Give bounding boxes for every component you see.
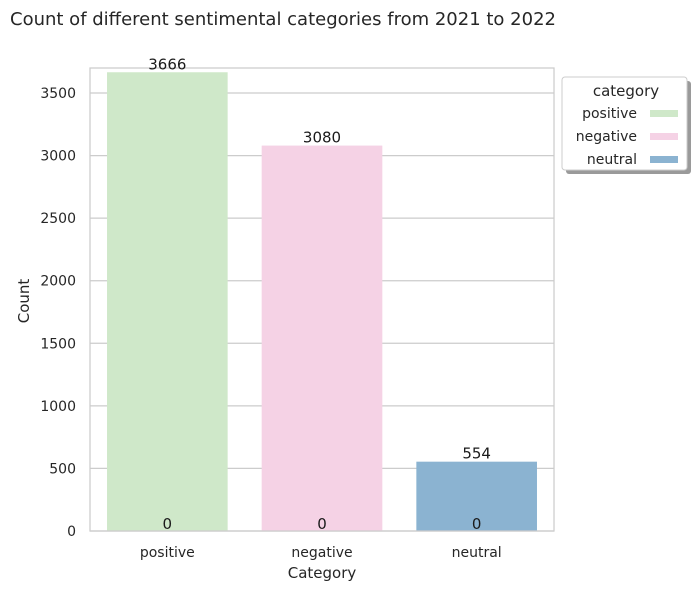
bars-layer <box>107 72 537 532</box>
bar-base-label: 0 <box>163 515 173 533</box>
legend: category positive negative neutral <box>561 76 691 174</box>
plot-frame <box>89 67 555 532</box>
data-labels-layer: 3666 0 3080 0 554 0 <box>148 55 491 533</box>
bar-base-label: 0 <box>317 515 327 533</box>
bar-negative <box>261 145 383 531</box>
legend-entry-label: negative <box>576 129 637 145</box>
legend-entry-label: neutral <box>587 152 637 168</box>
x-tick-label: positive <box>140 545 195 561</box>
y-tick-label: 2500 <box>40 211 76 227</box>
y-tick-label: 1500 <box>40 336 76 352</box>
bar-value-label: 3666 <box>148 55 186 73</box>
x-tick-label: neutral <box>452 545 502 561</box>
bar-base-label: 0 <box>472 515 482 533</box>
y-tick-label: 3500 <box>40 86 76 102</box>
y-tick-label: 3000 <box>40 149 76 165</box>
x-tick-label: negative <box>291 545 352 561</box>
legend-title: category <box>593 82 659 100</box>
bar-positive <box>107 72 228 532</box>
x-axis-label: Category <box>288 564 357 582</box>
chart-title: Count of different sentimental categorie… <box>10 9 556 30</box>
legend-swatch-neutral <box>650 156 678 163</box>
legend-entry-label: positive <box>582 106 637 122</box>
y-axis-label: Count <box>15 279 33 324</box>
bar-neutral <box>416 461 537 531</box>
y-tick-label: 2000 <box>40 274 76 290</box>
legend-box <box>561 76 688 171</box>
bar-value-label: 3080 <box>303 129 341 147</box>
legend-swatch-negative <box>650 133 678 140</box>
y-tick-label: 1000 <box>40 399 76 415</box>
y-tick-label: 500 <box>49 461 76 477</box>
ticks-layer: 0 500 1000 1500 2000 2500 3000 3500 positive nega… <box>40 86 501 561</box>
y-tick-label: 0 <box>67 524 76 540</box>
legend-entries: positive negative neutral <box>576 106 678 168</box>
bar-value-label: 554 <box>462 445 491 463</box>
legend-swatch-positive <box>650 110 678 117</box>
